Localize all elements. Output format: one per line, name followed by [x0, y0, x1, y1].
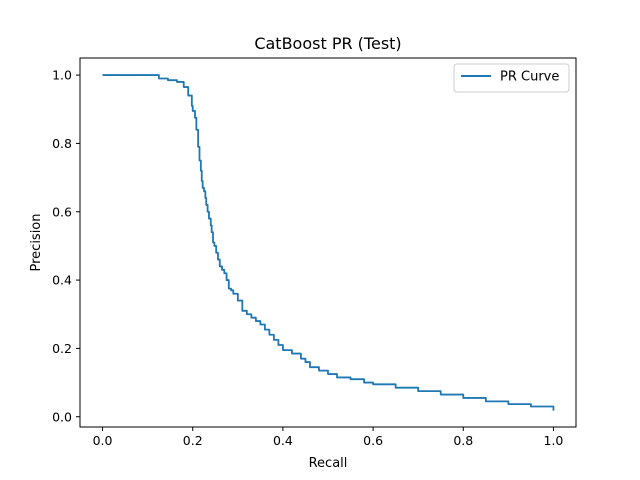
legend: PR Curve [453, 63, 570, 93]
legend-frame [453, 63, 570, 93]
chart-title: CatBoost PR (Test) [254, 34, 401, 53]
y-tick-label: 0.2 [52, 341, 72, 356]
y-tick-label: 0.6 [52, 204, 72, 219]
x-tick-label: 0.0 [93, 433, 113, 448]
series-line-pr-curve [102, 74, 555, 411]
axes-background [80, 58, 576, 427]
y-tick-label: 0.0 [52, 409, 72, 424]
y-tick-label: 1.0 [52, 68, 72, 83]
series-layer [102, 74, 555, 411]
x-tick-label: 0.8 [453, 433, 473, 448]
x-axis-ticks: 0.0 0.2 0.4 0.6 0.8 1.0 [93, 427, 564, 448]
x-tick-label: 0.6 [363, 433, 383, 448]
x-axis-label: Recall [309, 456, 348, 471]
x-tick-label: 0.2 [183, 433, 203, 448]
y-axis-label: Precision [29, 213, 44, 271]
y-tick-label: 0.8 [52, 136, 72, 151]
x-tick-label: 0.4 [273, 433, 293, 448]
x-tick-label: 1.0 [544, 433, 564, 448]
legend-label: PR Curve [500, 70, 559, 85]
plot-area [79, 57, 577, 428]
y-tick-label: 0.4 [52, 273, 72, 288]
y-axis-ticks: 0.0 0.2 0.4 0.6 0.8 1.0 [52, 68, 80, 424]
axes-frame [79, 57, 577, 428]
